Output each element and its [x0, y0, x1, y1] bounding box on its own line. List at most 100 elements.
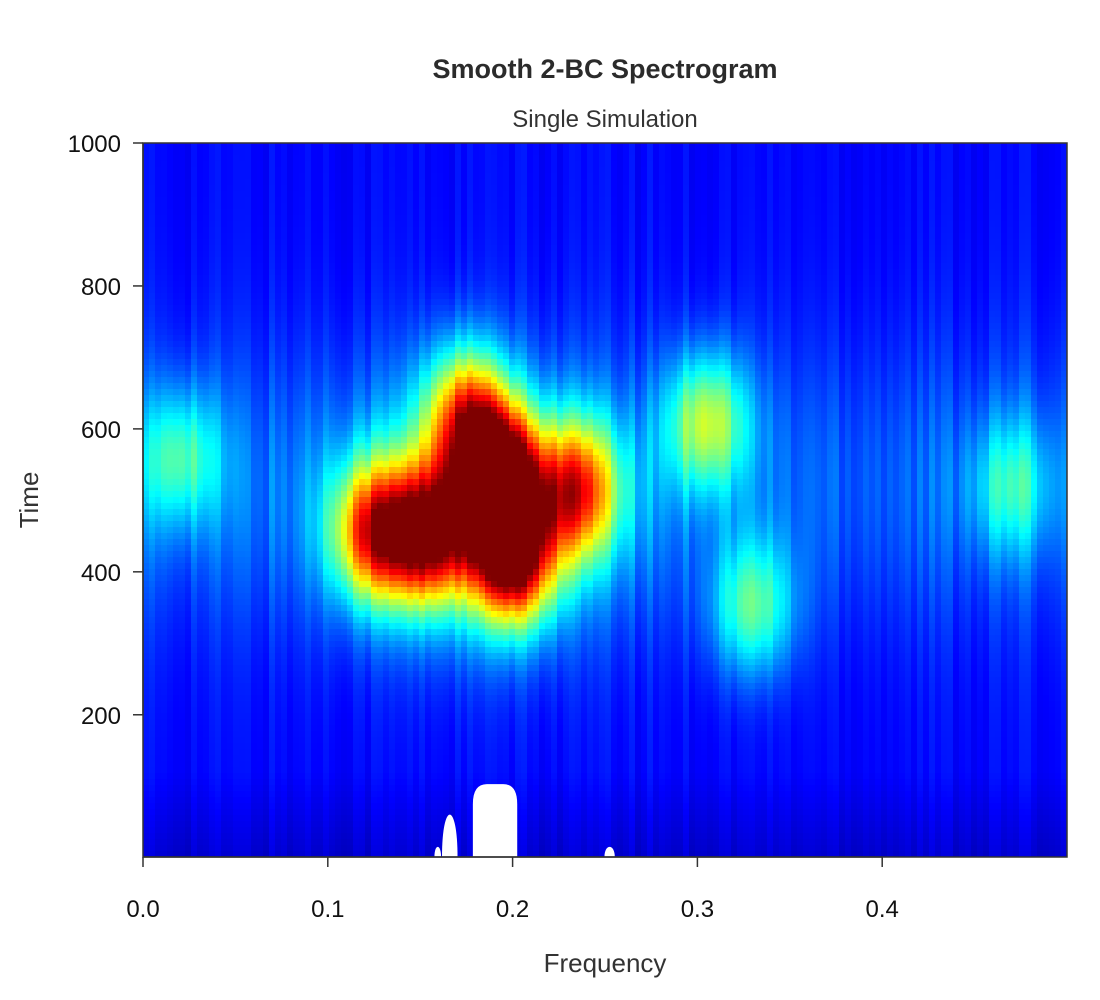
- heatmap-cell: [755, 305, 762, 312]
- heatmap-cell: [509, 221, 516, 228]
- heatmap-cell: [1001, 281, 1008, 288]
- heatmap-cell: [803, 311, 810, 318]
- heatmap-cell: [1061, 287, 1067, 294]
- heatmap-cell: [677, 323, 684, 330]
- heatmap-cell: [707, 329, 714, 336]
- heatmap-cell: [629, 293, 636, 300]
- heatmap-cell: [701, 179, 708, 186]
- heatmap-cell: [1055, 269, 1062, 276]
- heatmap-cell: [311, 233, 318, 240]
- heatmap-cell: [317, 155, 324, 162]
- heatmap-cell: [143, 293, 150, 300]
- heatmap-cell: [479, 281, 486, 288]
- heatmap-cell: [527, 287, 534, 294]
- heatmap-cell: [197, 227, 204, 234]
- heatmap-cell: [287, 215, 294, 222]
- heatmap-cell: [251, 185, 258, 192]
- heatmap-cell: [719, 317, 726, 324]
- heatmap-cell: [215, 215, 222, 222]
- heatmap-cell: [299, 203, 306, 210]
- heatmap-cell: [143, 335, 150, 342]
- heatmap-cell: [851, 185, 858, 192]
- heatmap-cell: [1037, 185, 1044, 192]
- heatmap-cell: [869, 317, 876, 324]
- heatmap-cell: [377, 287, 384, 294]
- heatmap-cell: [737, 197, 744, 204]
- heatmap-cell: [839, 275, 846, 282]
- heatmap-cell: [1055, 155, 1062, 162]
- heatmap-cell: [497, 203, 504, 210]
- heatmap-cell: [167, 173, 174, 180]
- heatmap-cell: [863, 323, 870, 330]
- heatmap-cell: [587, 203, 594, 210]
- heatmap-cell: [287, 185, 294, 192]
- heatmap-cell: [395, 269, 402, 276]
- heatmap-cell: [287, 287, 294, 294]
- heatmap-cell: [1007, 317, 1014, 324]
- heatmap-cell: [707, 221, 714, 228]
- heatmap-cell: [305, 293, 312, 300]
- heatmap-cell: [455, 299, 462, 306]
- heatmap-cell: [809, 299, 816, 306]
- heatmap-cell: [407, 143, 414, 150]
- heatmap-cell: [641, 239, 648, 246]
- heatmap-cell: [227, 215, 234, 222]
- heatmap-cell: [905, 269, 912, 276]
- heatmap-cell: [635, 191, 642, 198]
- heatmap-cell: [497, 275, 504, 282]
- heatmap-cell: [617, 245, 624, 252]
- heatmap-cell: [335, 263, 342, 270]
- heatmap-cell: [935, 161, 942, 168]
- heatmap-cell: [953, 179, 960, 186]
- heatmap-cell: [683, 143, 690, 150]
- heatmap-cell: [347, 191, 354, 198]
- heatmap-cell: [221, 185, 228, 192]
- heatmap-cell: [629, 197, 636, 204]
- heatmap-cell: [551, 209, 558, 216]
- heatmap-cell: [503, 329, 510, 336]
- heatmap-cell: [203, 269, 210, 276]
- heatmap-cell: [767, 197, 774, 204]
- heatmap-cell: [341, 305, 348, 312]
- heatmap-cell: [515, 275, 522, 282]
- heatmap-cell: [593, 311, 600, 318]
- heatmap-cell: [377, 311, 384, 318]
- heatmap-cell: [1049, 317, 1056, 324]
- heatmap-cell: [419, 251, 426, 258]
- heatmap-cell: [401, 191, 408, 198]
- heatmap-cell: [557, 287, 564, 294]
- heatmap-cell: [167, 191, 174, 198]
- heatmap-cell: [707, 215, 714, 222]
- heatmap-cell: [659, 239, 666, 246]
- heatmap-cell: [1043, 227, 1050, 234]
- heatmap-cell: [803, 263, 810, 270]
- heatmap-cell: [623, 149, 630, 156]
- heatmap-cell: [839, 239, 846, 246]
- heatmap-cell: [1019, 209, 1026, 216]
- heatmap-cell: [875, 275, 882, 282]
- heatmap-cell: [143, 245, 150, 252]
- heatmap-cell: [551, 245, 558, 252]
- heatmap-cell: [929, 191, 936, 198]
- heatmap-cell: [251, 317, 258, 324]
- heatmap-cell: [143, 191, 150, 198]
- heatmap-cell: [755, 281, 762, 288]
- heatmap-cell: [485, 173, 492, 180]
- heatmap-cell: [401, 305, 408, 312]
- heatmap-cell: [395, 227, 402, 234]
- heatmap-cell: [839, 305, 846, 312]
- heatmap-cell: [491, 245, 498, 252]
- heatmap-cell: [473, 167, 480, 174]
- heatmap-cell: [275, 335, 282, 342]
- heatmap-cell: [317, 269, 324, 276]
- heatmap-cell: [527, 209, 534, 216]
- heatmap-cell: [239, 293, 246, 300]
- heatmap-cell: [899, 251, 906, 258]
- heatmap-cell: [221, 227, 228, 234]
- heatmap-cell: [641, 209, 648, 216]
- heatmap-cell: [329, 173, 336, 180]
- heatmap-cell: [599, 233, 606, 240]
- heatmap-cell: [143, 251, 150, 258]
- heatmap-cell: [815, 299, 822, 306]
- heatmap-cell: [569, 293, 576, 300]
